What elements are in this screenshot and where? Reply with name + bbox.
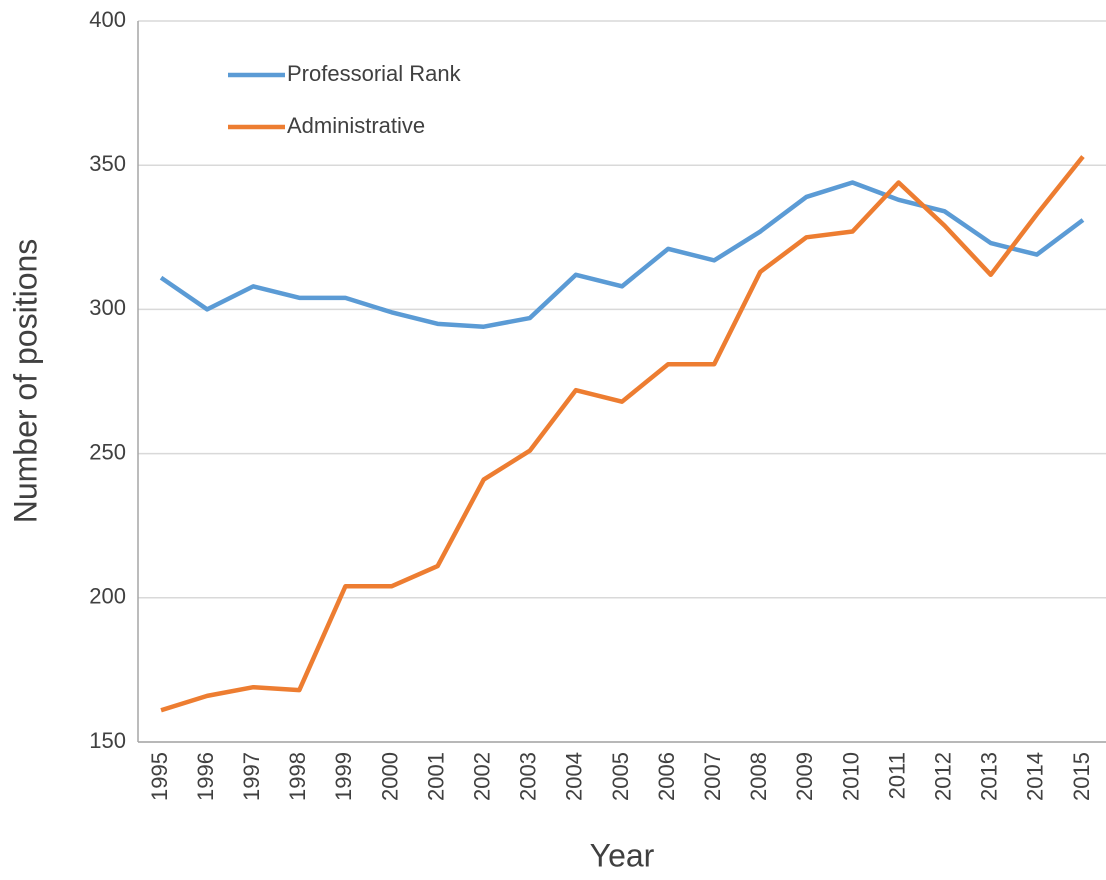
x-tick-label: 2012 — [930, 752, 955, 801]
x-tick-label: 1998 — [285, 752, 310, 801]
x-axis-title: Year — [590, 837, 655, 873]
legend-label: Professorial Rank — [287, 61, 462, 86]
y-tick-label: 150 — [89, 728, 126, 753]
x-tick-label: 1996 — [193, 752, 218, 801]
x-tick-label: 1997 — [239, 752, 264, 801]
x-tick-label: 2013 — [977, 752, 1002, 801]
x-tick-label: 2011 — [884, 752, 909, 799]
x-tick-label: 2001 — [423, 752, 448, 801]
y-tick-label: 250 — [89, 439, 126, 464]
line-series — [160, 155, 1085, 713]
y-tick-label: 200 — [89, 584, 126, 609]
x-tick-label: 2007 — [700, 752, 725, 801]
x-tick-label: 2009 — [792, 752, 817, 801]
y-axis-title: Number of positions — [7, 239, 43, 524]
x-tick-label: 2000 — [377, 752, 402, 801]
x-tick-label: 2010 — [838, 752, 863, 801]
y-tick-label: 300 — [89, 295, 126, 320]
x-tick-label: 2004 — [562, 752, 587, 801]
x-tick-label: 2003 — [516, 752, 541, 801]
x-tick-label: 2008 — [746, 752, 771, 801]
x-tick-label: 1995 — [147, 752, 172, 801]
x-tick-label: 2005 — [608, 752, 633, 801]
x-tick-label: 2014 — [1023, 752, 1048, 801]
x-tick-label: 2006 — [654, 752, 679, 801]
line-series — [159, 180, 1085, 329]
legend-label: Administrative — [287, 113, 425, 138]
y-tick-label: 400 — [89, 7, 126, 32]
x-tick-label: 2015 — [1069, 752, 1094, 801]
x-tick-label: 2002 — [470, 752, 495, 801]
y-tick-label: 350 — [89, 151, 126, 176]
x-tick-label: 1999 — [331, 752, 356, 801]
